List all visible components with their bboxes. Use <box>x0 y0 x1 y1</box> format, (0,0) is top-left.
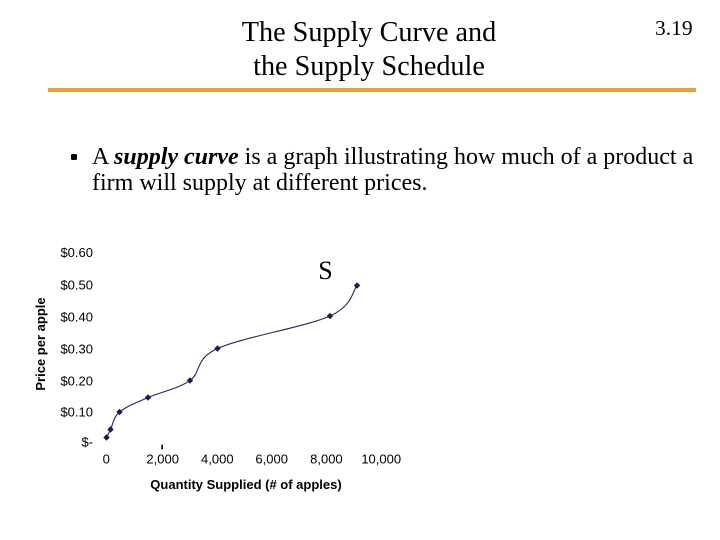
svg-text:2,000: 2,000 <box>146 452 179 467</box>
svg-text:Price per apple: Price per apple <box>33 297 48 390</box>
svg-text:$0.30: $0.30 <box>60 341 93 356</box>
svg-text:10,000: 10,000 <box>361 452 401 467</box>
svg-text:$0.50: $0.50 <box>60 277 93 292</box>
svg-text:$-: $- <box>81 435 93 450</box>
svg-text:$0.40: $0.40 <box>60 309 93 324</box>
svg-text:Quantity Supplied (# of apples: Quantity Supplied (# of apples) <box>150 477 341 492</box>
svg-text:8,000: 8,000 <box>310 452 343 467</box>
svg-text:$0.10: $0.10 <box>60 404 93 419</box>
svg-text:0: 0 <box>103 452 110 467</box>
svg-text:S: S <box>318 256 332 285</box>
svg-text:$0.20: $0.20 <box>60 373 93 388</box>
svg-text:6,000: 6,000 <box>255 452 288 467</box>
svg-text:4,000: 4,000 <box>201 452 234 467</box>
svg-text:$0.60: $0.60 <box>60 245 93 260</box>
